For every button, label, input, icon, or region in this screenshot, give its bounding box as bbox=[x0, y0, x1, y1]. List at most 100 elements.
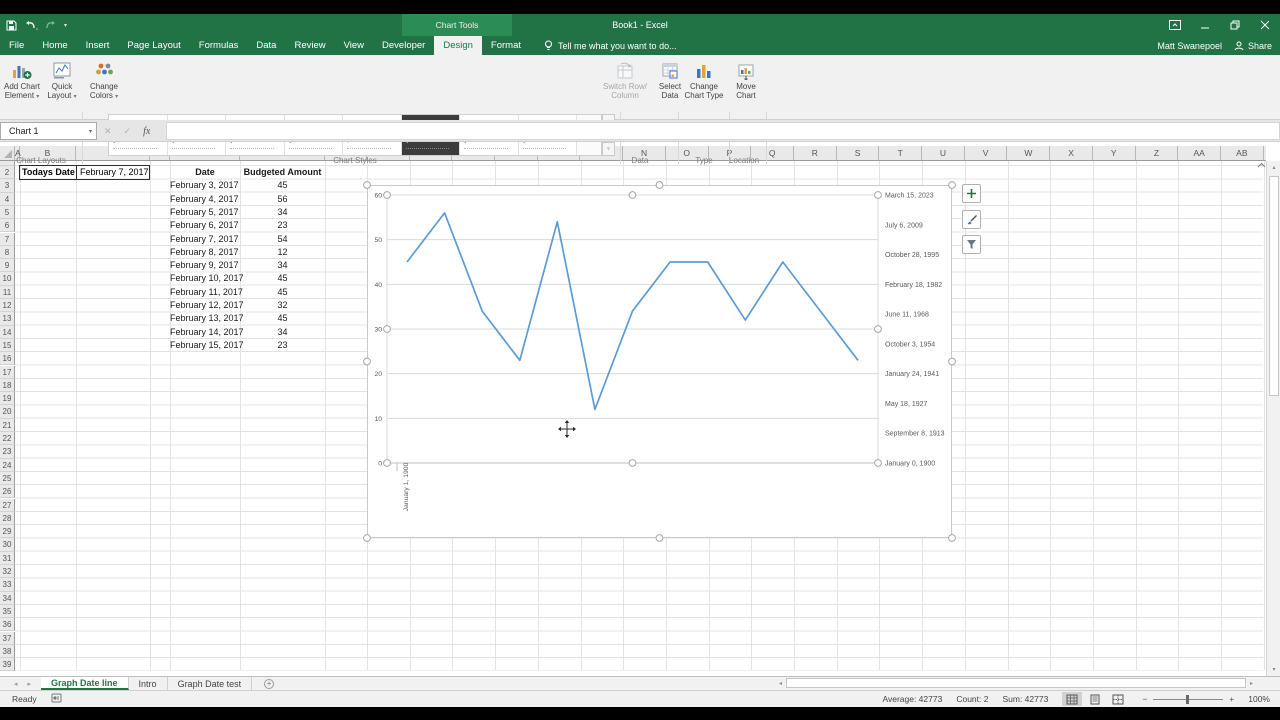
date-cell[interactable]: February 9, 2017 bbox=[170, 260, 239, 271]
column-header-V[interactable]: V bbox=[965, 146, 1008, 160]
amount-cell[interactable]: 23 bbox=[277, 220, 288, 231]
todays-date-value-cell[interactable]: February 7, 2017 bbox=[80, 167, 149, 177]
zoom-level[interactable]: 100% bbox=[1248, 694, 1270, 704]
plot-area-selection-handle[interactable] bbox=[383, 191, 391, 199]
column-header-B[interactable]: B bbox=[20, 146, 76, 160]
share-button[interactable]: Share bbox=[1234, 41, 1272, 51]
vertical-scrollbar[interactable]: ▴ ▾ bbox=[1266, 161, 1280, 676]
budget-line-chart[interactable]: 0 10 20 30 40 50 60 March 15, 2023 July 6, 2009 O… bbox=[363, 181, 956, 542]
row-header-12[interactable]: 12 bbox=[0, 299, 15, 313]
zoom-out-icon[interactable]: − bbox=[1142, 694, 1148, 704]
ribbon-tab-review[interactable]: Review bbox=[294, 40, 326, 51]
ribbon-tab-data[interactable]: Data bbox=[256, 40, 277, 51]
ribbon-display-options-icon[interactable] bbox=[1160, 14, 1190, 36]
plot-area-selection-handle[interactable] bbox=[874, 191, 882, 199]
confirm-entry-icon[interactable]: ✓ bbox=[123, 125, 132, 136]
amount-cell[interactable]: 34 bbox=[277, 206, 288, 217]
date-cell[interactable]: February 7, 2017 bbox=[170, 233, 239, 244]
column-header-AB[interactable]: AB bbox=[1221, 146, 1264, 160]
plot-area-selection-handle[interactable] bbox=[628, 191, 637, 199]
status-average[interactable]: Average: 42773 bbox=[882, 694, 943, 704]
save-icon[interactable] bbox=[6, 20, 17, 31]
row-header-37[interactable]: 37 bbox=[0, 631, 15, 645]
amount-cell[interactable]: 34 bbox=[277, 326, 288, 337]
chart-selection-handle[interactable] bbox=[948, 181, 956, 189]
cancel-entry-icon[interactable]: ✕ bbox=[104, 125, 112, 136]
row-header-28[interactable]: 28 bbox=[0, 511, 15, 526]
row-header-17[interactable]: 17 bbox=[0, 365, 15, 379]
row-header-4[interactable]: 4 bbox=[0, 192, 15, 206]
amount-cell[interactable]: 45 bbox=[277, 180, 288, 191]
todays-date-cells[interactable]: Todays Date February 7, 2017 bbox=[19, 165, 150, 180]
collapse-ribbon-icon[interactable] bbox=[1257, 155, 1266, 173]
scroll-up-arrow[interactable]: ▴ bbox=[1268, 161, 1280, 174]
row-header-22[interactable]: 22 bbox=[0, 432, 15, 446]
row-header-2[interactable]: 2 bbox=[0, 166, 15, 180]
plot-area-selection-handle[interactable] bbox=[628, 459, 637, 467]
horizontal-scroll-thumb[interactable] bbox=[786, 678, 1246, 688]
column-header-R[interactable]: R bbox=[794, 146, 837, 160]
amount-cell[interactable]: 34 bbox=[277, 260, 288, 271]
amount-cell[interactable]: 45 bbox=[277, 273, 288, 284]
add-chart-element-button[interactable]: Add Chart Element ▾ bbox=[2, 58, 42, 114]
ribbon-tab-design[interactable]: Design bbox=[434, 36, 482, 55]
amount-column-header-cell[interactable]: Budgeted Amount bbox=[243, 167, 322, 177]
ribbon-tab-home[interactable]: Home bbox=[42, 40, 68, 51]
row-header-27[interactable]: 27 bbox=[0, 498, 15, 512]
chart-filters-button[interactable] bbox=[962, 235, 981, 254]
scroll-down-arrow[interactable]: ▾ bbox=[1268, 663, 1280, 676]
change-chart-type-button[interactable]: Change Chart Type bbox=[681, 58, 727, 114]
ribbon-tab-view[interactable]: View bbox=[343, 40, 365, 51]
normal-view-icon[interactable] bbox=[1062, 692, 1083, 706]
row-header-36[interactable]: 36 bbox=[0, 618, 15, 632]
date-cell[interactable]: February 8, 2017 bbox=[170, 246, 239, 257]
column-header-N[interactable]: N bbox=[623, 146, 666, 160]
gallery-more-button[interactable]: ▿ bbox=[602, 142, 615, 156]
zoom-slider-thumb[interactable] bbox=[1186, 694, 1190, 704]
row-header-3[interactable]: 3 bbox=[0, 179, 15, 193]
chart-selection-handle[interactable] bbox=[363, 181, 371, 189]
column-header-X[interactable]: X bbox=[1050, 146, 1093, 160]
chart-selection-handle[interactable] bbox=[363, 534, 371, 542]
ribbon-tab-insert[interactable]: Insert bbox=[85, 40, 110, 51]
row-header-15[interactable]: 15 bbox=[0, 338, 15, 353]
new-sheet-button[interactable]: + bbox=[252, 677, 286, 690]
sheet-tab-intro[interactable]: Intro bbox=[129, 677, 168, 690]
row-header-9[interactable]: 9 bbox=[0, 259, 15, 273]
column-header-Y[interactable]: Y bbox=[1093, 146, 1136, 160]
date-column-header-cell[interactable]: Date bbox=[195, 167, 215, 177]
row-header-26[interactable]: 26 bbox=[0, 485, 15, 499]
amount-cell[interactable]: 56 bbox=[277, 193, 288, 204]
ribbon-tab-formulas[interactable]: Formulas bbox=[198, 40, 239, 51]
row-header-8[interactable]: 8 bbox=[0, 245, 15, 260]
user-name[interactable]: Matt Swanepoel bbox=[1157, 40, 1222, 51]
zoom-slider[interactable] bbox=[1153, 694, 1224, 704]
page-break-view-icon[interactable] bbox=[1108, 692, 1128, 706]
row-header-33[interactable]: 33 bbox=[0, 578, 15, 592]
change-colors-button[interactable]: Change Colors ▾ bbox=[84, 58, 124, 114]
amount-cell[interactable]: 12 bbox=[277, 246, 288, 257]
name-box-caret-icon[interactable]: ▾ bbox=[88, 128, 92, 135]
sheet-tab-graph-date-test[interactable]: Graph Date test bbox=[168, 677, 253, 690]
row-header-14[interactable]: 14 bbox=[0, 325, 15, 339]
row-header-38[interactable]: 38 bbox=[0, 644, 15, 659]
column-header-U[interactable]: U bbox=[922, 146, 965, 160]
row-header-19[interactable]: 19 bbox=[0, 392, 15, 406]
column-header-O[interactable]: O bbox=[666, 146, 709, 160]
move-chart-button[interactable]: Move Chart bbox=[726, 58, 766, 114]
row-header-16[interactable]: 16 bbox=[0, 352, 15, 366]
page-layout-view-icon[interactable] bbox=[1085, 692, 1105, 706]
column-header-T[interactable]: T bbox=[879, 146, 923, 160]
row-header-13[interactable]: 13 bbox=[0, 312, 15, 326]
column-header-A[interactable]: A bbox=[15, 146, 21, 160]
chart-selection-handle[interactable] bbox=[655, 181, 664, 189]
amount-cell[interactable]: 23 bbox=[277, 339, 288, 350]
scroll-left-arrow[interactable]: ◂ bbox=[778, 680, 782, 687]
row-header-30[interactable]: 30 bbox=[0, 538, 15, 552]
status-sum[interactable]: Sum: 42773 bbox=[1002, 694, 1049, 704]
sheet-tab-graph-date-line[interactable]: Graph Date line bbox=[41, 677, 129, 690]
plot-area-selection-handle[interactable] bbox=[874, 459, 882, 467]
column-header-S[interactable]: S bbox=[837, 146, 880, 160]
vertical-scroll-thumb[interactable] bbox=[1269, 176, 1279, 396]
row-header-6[interactable]: 6 bbox=[0, 219, 15, 233]
